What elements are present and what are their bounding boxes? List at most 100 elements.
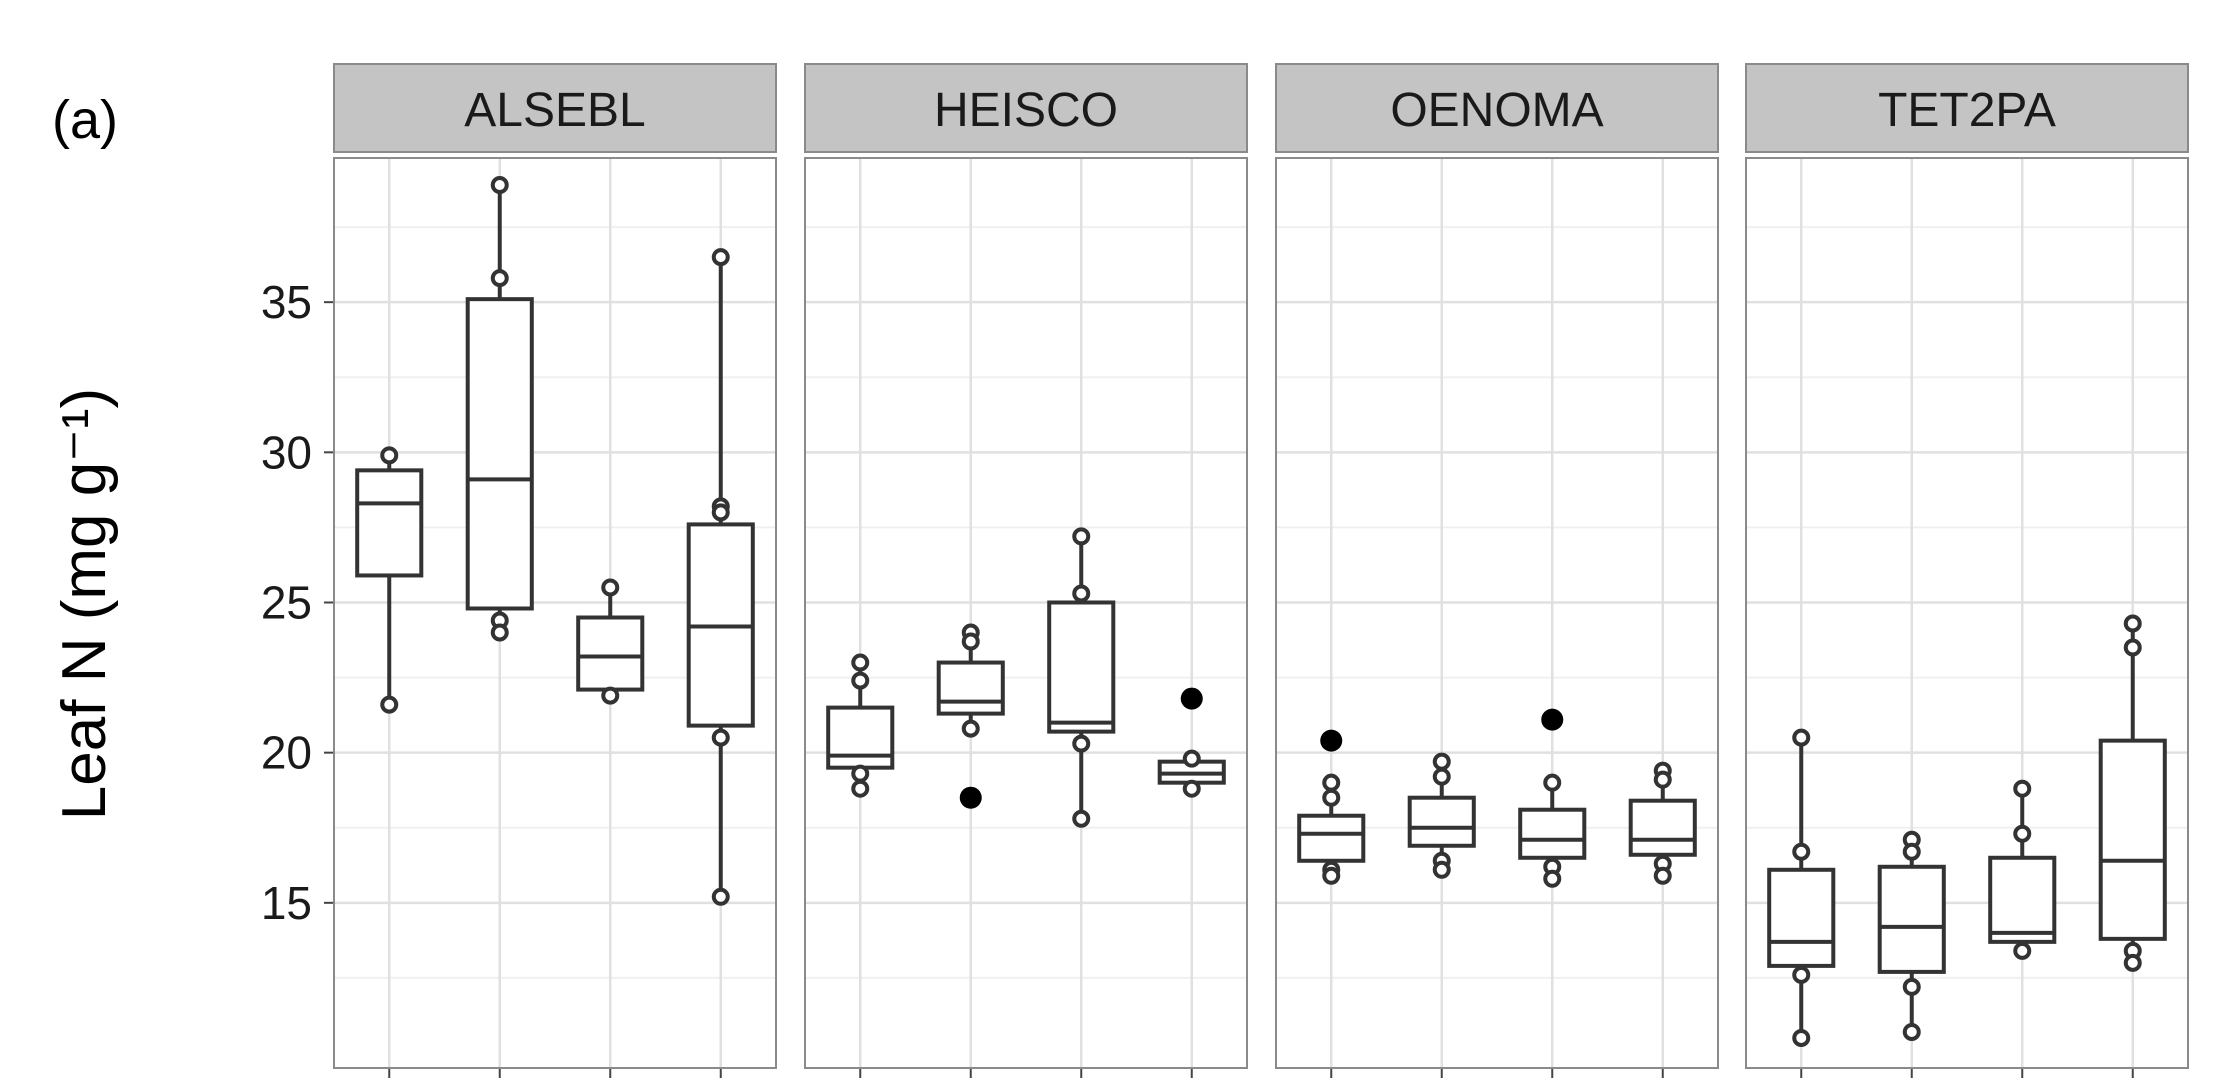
data-point bbox=[2013, 779, 2032, 798]
panel-border bbox=[1275, 157, 1719, 1069]
data-point bbox=[851, 764, 870, 783]
data-point bbox=[1792, 728, 1811, 747]
box-iqr bbox=[1047, 600, 1116, 734]
data-point bbox=[601, 578, 620, 597]
facet-strip bbox=[804, 63, 1248, 153]
outlier-point bbox=[1541, 708, 1564, 731]
y-tick-label: 35 bbox=[261, 276, 312, 328]
facet-heisco: HEISCO bbox=[804, 63, 1248, 1078]
data-point bbox=[1322, 773, 1341, 792]
box-iqr bbox=[826, 705, 895, 770]
box-iqr bbox=[355, 468, 424, 578]
outlier-point bbox=[1320, 729, 1343, 752]
facet-strip-label: HEISCO bbox=[934, 84, 1118, 137]
data-point bbox=[1072, 527, 1091, 546]
box-1 bbox=[355, 446, 424, 714]
data-point bbox=[490, 623, 509, 642]
box-iqr bbox=[1628, 798, 1697, 857]
facet-strip bbox=[333, 63, 777, 153]
facet-strip-label: TET2PA bbox=[1878, 84, 2056, 137]
box-4 bbox=[1628, 761, 1697, 885]
data-point bbox=[2123, 614, 2142, 633]
box-4 bbox=[2098, 614, 2167, 972]
box-1 bbox=[1767, 728, 1836, 1047]
data-point bbox=[1792, 842, 1811, 861]
data-point bbox=[1902, 842, 1921, 861]
data-point bbox=[601, 686, 620, 705]
box-iqr bbox=[465, 297, 534, 611]
facet-strip-label: OENOMA bbox=[1390, 84, 1603, 137]
box-1 bbox=[826, 653, 895, 798]
data-point bbox=[1432, 767, 1451, 786]
panel-background bbox=[805, 158, 1247, 1068]
facet-alsebl: ALSEBL bbox=[333, 63, 777, 1078]
box-3 bbox=[1518, 708, 1587, 888]
data-point bbox=[961, 632, 980, 651]
data-point bbox=[711, 248, 730, 267]
outlier-point bbox=[1180, 687, 1203, 710]
data-point bbox=[2013, 824, 2032, 843]
box-2 bbox=[1877, 830, 1946, 1041]
facet-oenoma: OENOMA bbox=[1275, 63, 1719, 1078]
data-point bbox=[851, 653, 870, 672]
data-point bbox=[1902, 977, 1921, 996]
data-point bbox=[1432, 860, 1451, 879]
data-point bbox=[851, 671, 870, 690]
data-point bbox=[2013, 941, 2032, 960]
data-point bbox=[1792, 1028, 1811, 1047]
data-point bbox=[490, 269, 509, 288]
data-point bbox=[1182, 779, 1201, 798]
data-point bbox=[1322, 788, 1341, 807]
y-tick-label: 20 bbox=[261, 727, 312, 779]
box-iqr bbox=[2098, 738, 2167, 941]
facets: ALSEBL HEISCO OENOMA TET2PA bbox=[333, 63, 2189, 1078]
y-axis-title: Leaf N (mg g⁻¹) bbox=[50, 388, 119, 820]
data-point bbox=[1322, 866, 1341, 885]
y-tick-label: 25 bbox=[261, 576, 312, 628]
facet-strip bbox=[1745, 63, 2189, 153]
data-point bbox=[711, 887, 730, 906]
data-point bbox=[380, 446, 399, 465]
data-point bbox=[711, 728, 730, 747]
data-point bbox=[1432, 752, 1451, 771]
box-iqr bbox=[1518, 807, 1587, 860]
facet-strip bbox=[1275, 63, 1719, 153]
facet-strip-label: ALSEBL bbox=[464, 84, 645, 137]
data-point bbox=[490, 176, 509, 195]
data-point bbox=[1072, 584, 1091, 603]
data-point bbox=[1792, 965, 1811, 984]
box-2 bbox=[1407, 752, 1476, 879]
box-iqr bbox=[1767, 867, 1836, 968]
box-2 bbox=[465, 176, 534, 642]
data-point bbox=[1182, 749, 1201, 768]
panel-border bbox=[804, 157, 1248, 1069]
box-4 bbox=[686, 248, 755, 906]
panel-border bbox=[333, 157, 777, 1069]
panel-label: (a) bbox=[52, 90, 118, 150]
data-point bbox=[2123, 638, 2142, 657]
panel-background bbox=[1276, 158, 1718, 1068]
box-iqr bbox=[1988, 855, 2057, 944]
data-point bbox=[1902, 1022, 1921, 1041]
box-2 bbox=[936, 623, 1005, 809]
box-iqr bbox=[576, 615, 645, 692]
box-3 bbox=[1047, 527, 1116, 828]
data-point bbox=[711, 503, 730, 522]
data-point bbox=[1543, 869, 1562, 888]
box-3 bbox=[576, 578, 645, 705]
box-4 bbox=[1157, 687, 1226, 798]
y-tick-label: 15 bbox=[261, 877, 312, 929]
facet-tet2pa: TET2PA bbox=[1745, 63, 2189, 1078]
box-iqr bbox=[1297, 813, 1366, 863]
data-point bbox=[961, 719, 980, 738]
data-point bbox=[1653, 866, 1672, 885]
data-point bbox=[1072, 809, 1091, 828]
data-point bbox=[1072, 734, 1091, 753]
panel-border bbox=[1745, 157, 2189, 1069]
data-point bbox=[851, 779, 870, 798]
data-point bbox=[1543, 773, 1562, 792]
box-1 bbox=[1297, 729, 1366, 885]
outlier-point bbox=[959, 786, 982, 809]
box-iqr bbox=[1407, 795, 1476, 848]
